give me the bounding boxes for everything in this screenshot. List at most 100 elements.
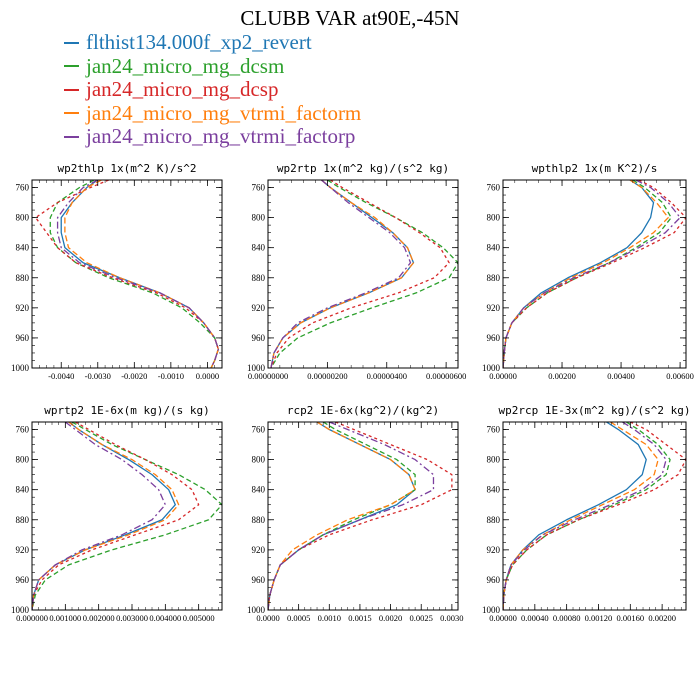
x-tick-label: 0.00160 bbox=[616, 613, 644, 623]
series-line bbox=[270, 180, 450, 368]
x-tick-label: 0.000000 bbox=[16, 613, 48, 623]
series-line bbox=[270, 180, 458, 368]
series-line bbox=[32, 422, 180, 610]
series-line bbox=[32, 422, 166, 610]
x-tick-label: 0.00000 bbox=[489, 613, 517, 623]
y-tick-label: 960 bbox=[16, 575, 30, 585]
legend-item: jan24_micro_mg_dcsp bbox=[64, 78, 361, 102]
legend-swatch bbox=[64, 135, 79, 138]
series-line bbox=[268, 422, 416, 610]
plot-frame bbox=[502, 421, 687, 611]
chart-title: wprtp2 1E-6x(m kg)/(s kg) bbox=[44, 404, 210, 417]
legend: flthist134.000f_xp2_revert jan24_micro_m… bbox=[64, 31, 361, 149]
series-line bbox=[268, 422, 416, 610]
x-tick-label: 0.00040 bbox=[521, 613, 549, 623]
y-tick-label: 880 bbox=[16, 273, 30, 283]
x-tick-label: 0.002000 bbox=[83, 613, 115, 623]
y-tick-label: 920 bbox=[16, 303, 30, 313]
y-tick-label: 880 bbox=[16, 515, 30, 525]
y-tick-label: 1000 bbox=[247, 605, 266, 615]
y-tick-label: 800 bbox=[16, 455, 30, 465]
page-title: CLUBB VAR at90E,-45N bbox=[240, 6, 460, 30]
x-tick-label: 0.0010 bbox=[318, 613, 341, 623]
x-tick-label: -0.0040 bbox=[48, 371, 74, 381]
series-line bbox=[503, 180, 669, 368]
y-tick-label: 960 bbox=[487, 575, 501, 585]
legend-label: jan24_micro_mg_vtrmi_factorp bbox=[86, 124, 356, 149]
x-tick-label: 0.00000600 bbox=[426, 371, 466, 381]
legend-label: jan24_micro_mg_dcsm bbox=[86, 53, 285, 78]
series-line bbox=[270, 180, 415, 368]
chart-title: wp2rcp 1E-3x(m^2 kg)/(s^2 kg) bbox=[498, 404, 690, 417]
series-line bbox=[32, 422, 222, 610]
chart-title: wpthlp2 1x(m K^2)/s bbox=[532, 162, 658, 175]
y-tick-label: 880 bbox=[487, 273, 501, 283]
plot-frame bbox=[267, 179, 459, 369]
x-tick-label: 0.0000 bbox=[256, 613, 279, 623]
plot-frame bbox=[267, 421, 459, 611]
y-tick-label: 840 bbox=[252, 243, 266, 253]
x-tick-label: 0.0015 bbox=[348, 613, 371, 623]
legend-item: jan24_micro_mg_dcsm bbox=[64, 53, 361, 79]
series-line bbox=[268, 422, 435, 610]
x-tick-label: 0.0020 bbox=[379, 613, 402, 623]
y-tick-label: 760 bbox=[16, 425, 30, 435]
x-tick-label: 0.00600 bbox=[666, 371, 694, 381]
y-tick-label: 1000 bbox=[247, 363, 266, 373]
plot-frame bbox=[502, 179, 687, 369]
x-tick-label: 0.004000 bbox=[149, 613, 181, 623]
x-tick-label: 0.001000 bbox=[49, 613, 81, 623]
y-tick-label: 1000 bbox=[11, 363, 30, 373]
x-tick-label: 0.00000 bbox=[489, 371, 517, 381]
chart-panel: wprtp2 1E-6x(m kg)/(s kg) 760 800 840 880 920… bbox=[11, 404, 223, 623]
y-tick-label: 880 bbox=[252, 273, 266, 283]
y-tick-label: 800 bbox=[487, 213, 501, 223]
series-line bbox=[503, 422, 647, 610]
y-tick-label: 1000 bbox=[482, 363, 501, 373]
legend-label: jan24_micro_mg_vtrmi_factorm bbox=[86, 100, 362, 125]
series-line bbox=[503, 180, 655, 368]
series-line bbox=[32, 422, 200, 610]
y-tick-label: 760 bbox=[252, 183, 266, 193]
legend-label: jan24_micro_mg_dcsp bbox=[86, 77, 279, 102]
chart-panel: wp2thlp 1x(m^2 K)/s^2 760 800 840 880 920 960 1… bbox=[11, 162, 223, 381]
y-tick-label: 840 bbox=[487, 485, 501, 495]
legend-item: flthist134.000f_xp2_revert bbox=[64, 31, 361, 55]
y-tick-label: 800 bbox=[252, 213, 266, 223]
series-line bbox=[503, 422, 659, 610]
legend-label: flthist134.000f_xp2_revert bbox=[86, 30, 312, 55]
legend-swatch bbox=[64, 112, 79, 115]
x-tick-label: 0.00120 bbox=[585, 613, 613, 623]
y-tick-label: 920 bbox=[252, 545, 266, 555]
y-tick-label: 880 bbox=[487, 515, 501, 525]
legend-swatch bbox=[64, 41, 79, 44]
x-tick-label: -0.0010 bbox=[158, 371, 184, 381]
y-tick-label: 920 bbox=[252, 303, 266, 313]
y-tick-label: 840 bbox=[16, 485, 30, 495]
x-tick-label: -0.0030 bbox=[85, 371, 111, 381]
y-tick-label: 840 bbox=[16, 243, 30, 253]
series-line bbox=[270, 180, 412, 368]
chart-panel: wp2rtp 1x(m^2 kg)/(s^2 kg) 760 800 840 880 92… bbox=[247, 162, 466, 381]
y-tick-label: 960 bbox=[252, 575, 266, 585]
y-tick-label: 840 bbox=[252, 485, 266, 495]
chart-title: wp2thlp 1x(m^2 K)/s^2 bbox=[57, 162, 196, 175]
chart-title: wp2rtp 1x(m^2 kg)/(s^2 kg) bbox=[277, 162, 449, 175]
legend-swatch bbox=[64, 65, 79, 68]
plot-frame bbox=[31, 179, 223, 369]
y-tick-label: 800 bbox=[16, 213, 30, 223]
x-tick-label: 0.00000200 bbox=[307, 371, 347, 381]
series-line bbox=[503, 180, 672, 368]
y-tick-label: 1000 bbox=[482, 605, 501, 615]
x-tick-label: 0.00000400 bbox=[367, 371, 407, 381]
series-line bbox=[35, 180, 220, 368]
y-tick-label: 920 bbox=[487, 303, 501, 313]
legend-item: jan24_micro_mg_vtrmi_factorm bbox=[64, 100, 362, 126]
series-line bbox=[60, 180, 220, 368]
series-line bbox=[268, 422, 453, 610]
x-tick-label: -0.0020 bbox=[121, 371, 147, 381]
series-line bbox=[503, 180, 681, 368]
y-tick-label: 800 bbox=[487, 455, 501, 465]
series-line bbox=[56, 180, 220, 368]
